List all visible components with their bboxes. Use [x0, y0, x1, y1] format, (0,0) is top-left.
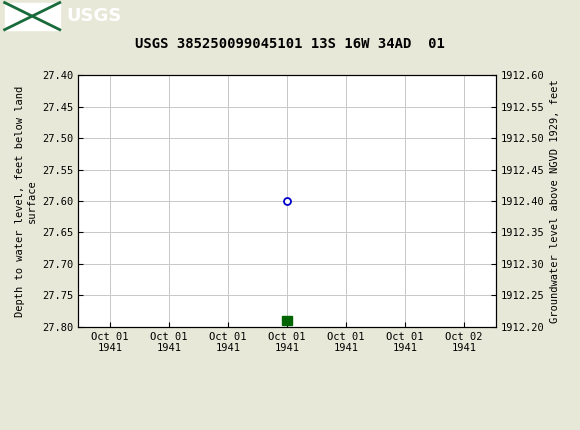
Bar: [282, 316, 292, 325]
Text: USGS 385250099045101 13S 16W 34AD  01: USGS 385250099045101 13S 16W 34AD 01: [135, 37, 445, 51]
Text: USGS: USGS: [67, 7, 122, 25]
FancyBboxPatch shape: [5, 3, 60, 30]
Y-axis label: Groundwater level above NGVD 1929, feet: Groundwater level above NGVD 1929, feet: [550, 79, 560, 323]
Y-axis label: Depth to water level, feet below land
surface: Depth to water level, feet below land su…: [15, 86, 37, 316]
